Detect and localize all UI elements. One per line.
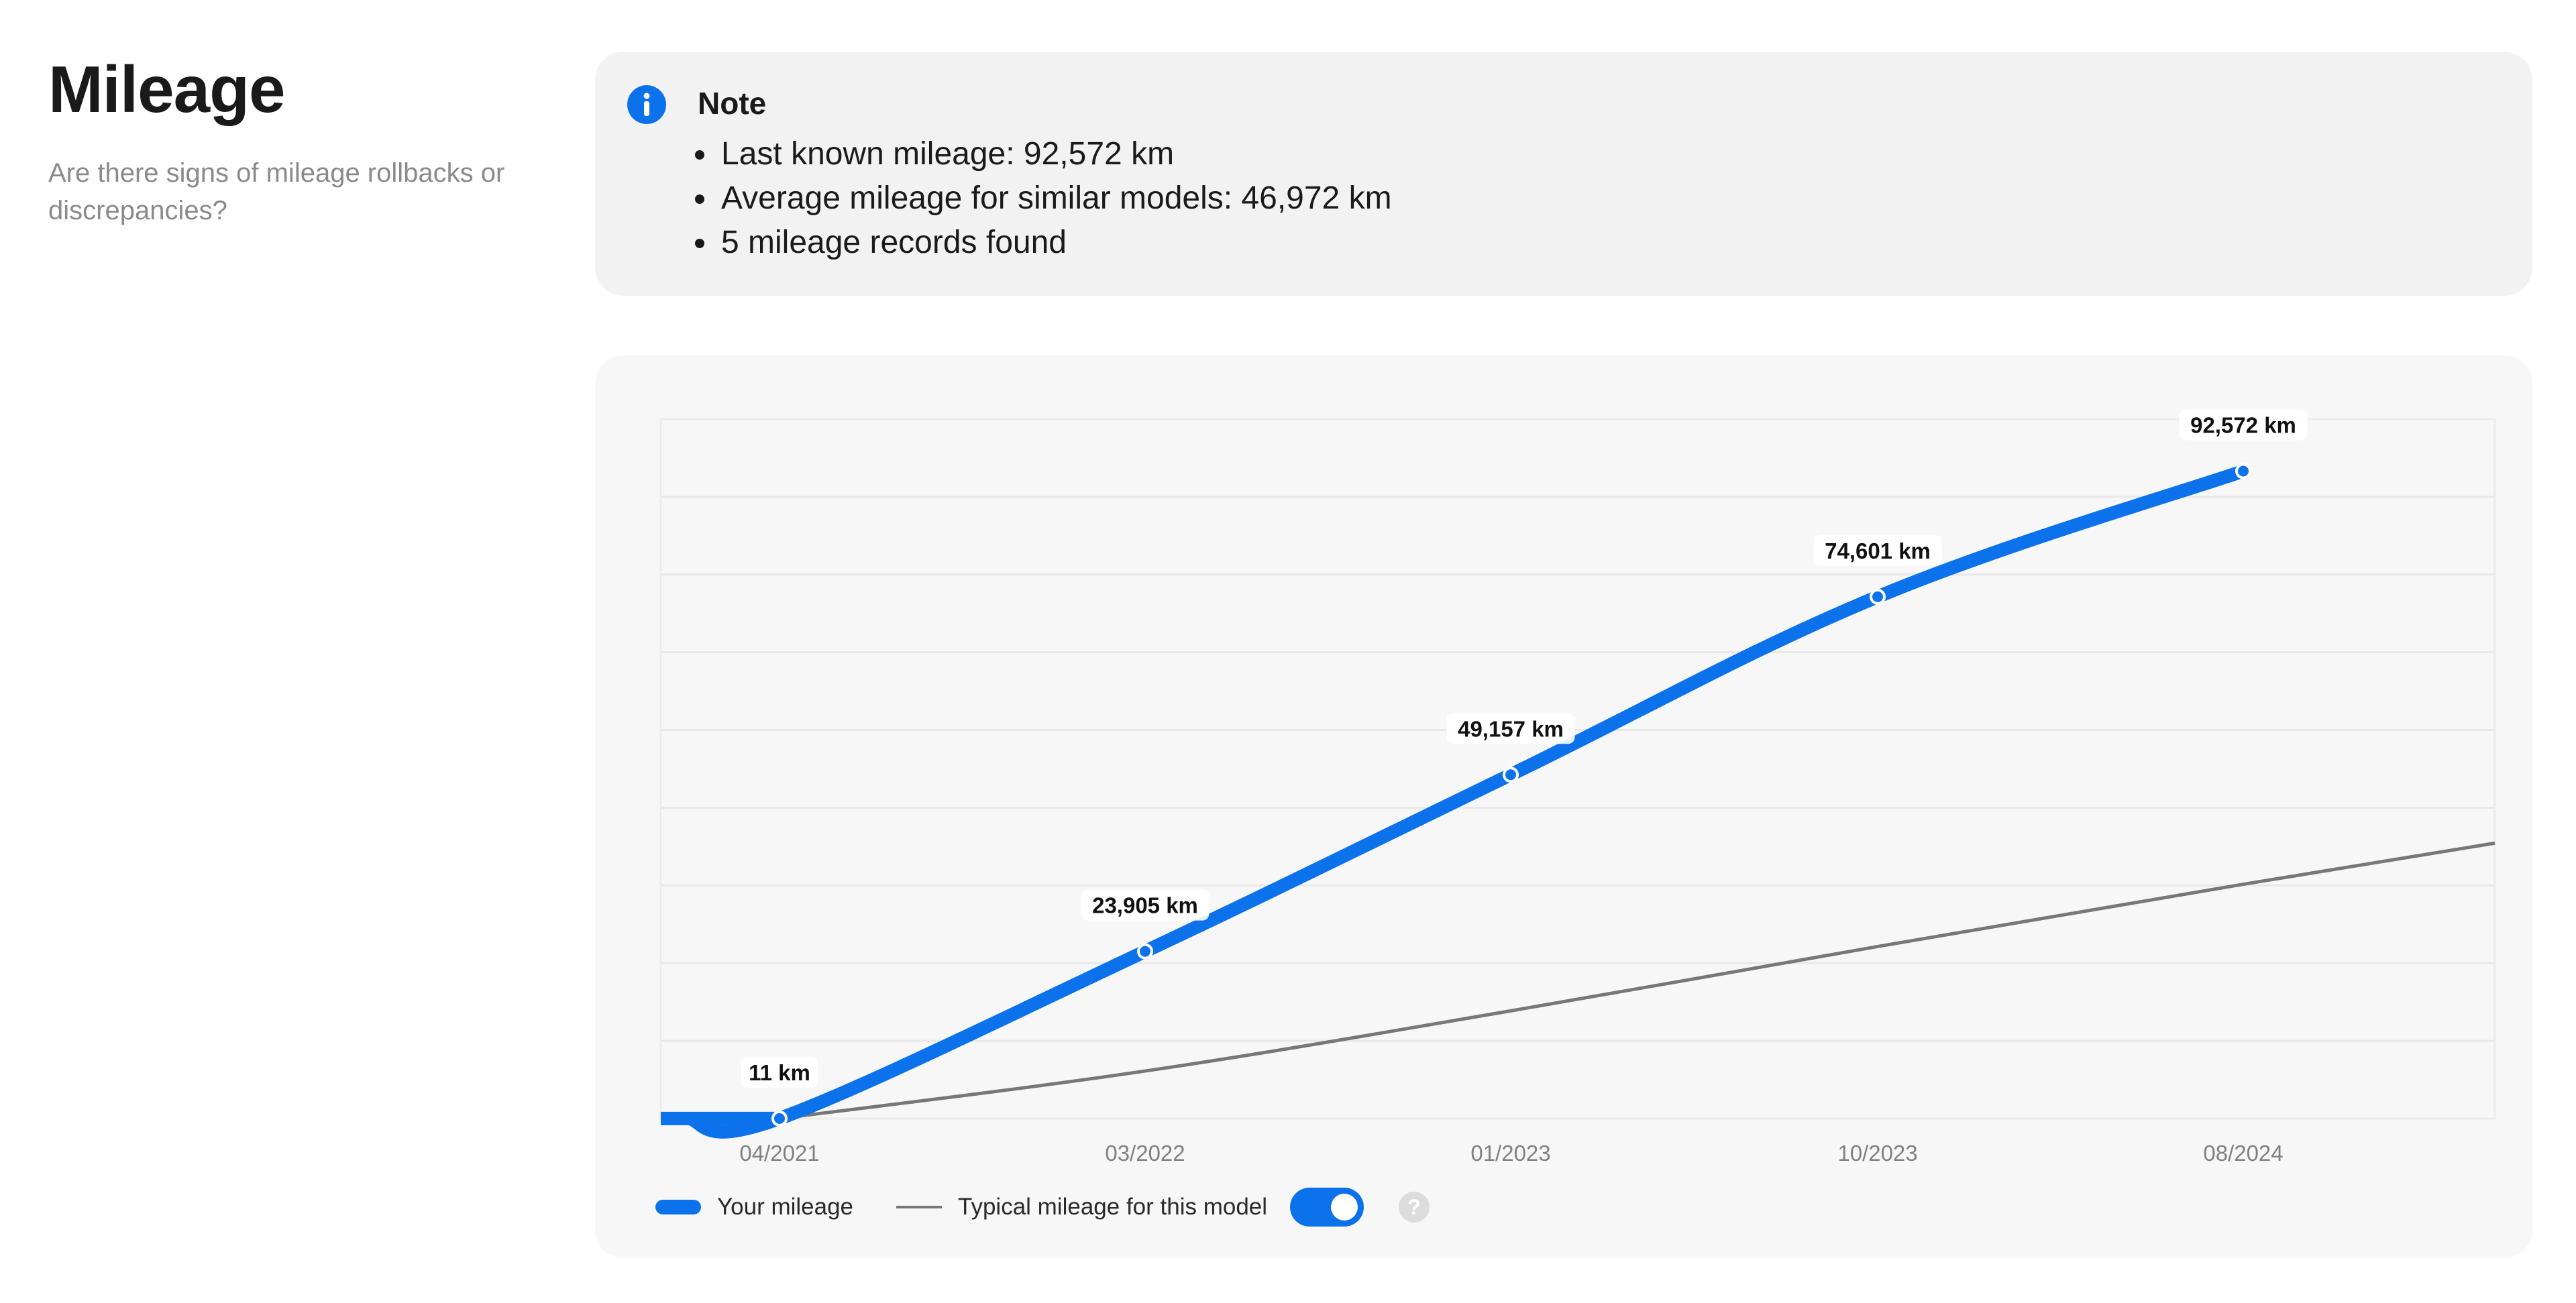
data-label: 11 km [749, 1060, 810, 1085]
legend-swatch-typical-mileage [896, 1206, 943, 1208]
legend-swatch-your-mileage [655, 1200, 701, 1214]
page-subtitle: Are there signs of mileage rollbacks or … [48, 158, 505, 225]
mileage-data-point[interactable] [1870, 588, 1886, 605]
note-item-records-found: 5 mileage records found [718, 221, 1392, 265]
data-label: 92,572 km [2190, 412, 2296, 437]
mileage-data-point[interactable] [771, 1110, 788, 1127]
legend-label-typical-mileage: Typical mileage for this model [958, 1194, 1268, 1220]
data-label-background [2179, 409, 2308, 441]
x-tick-label: 01/2023 [1470, 1141, 1550, 1166]
your-mileage-line [681, 464, 2250, 1139]
toggle-knob [1331, 1194, 1358, 1221]
x-tick-label: 10/2023 [1837, 1141, 1917, 1166]
data-label-background [1081, 889, 1210, 921]
info-icon [627, 85, 666, 124]
data-label-background [741, 1056, 818, 1088]
x-tick-label: 04/2021 [739, 1141, 819, 1166]
note-item-last-known-mileage: Last known mileage: 92,572 km [718, 132, 1392, 176]
data-label-background [1446, 713, 1575, 744]
page-title: Mileage [48, 52, 285, 126]
note-item-average-mileage: Average mileage for similar models: 46,9… [718, 176, 1392, 221]
note-card: Note Last known mileage: 92,572 km Avera… [595, 52, 2532, 296]
mileage-chart: 11 km 23,905 km 49,157 km 74,601 km 92,572 k… [659, 409, 2496, 1166]
x-tick-label: 03/2022 [1105, 1141, 1185, 1166]
plot-area-frame [659, 418, 2496, 1120]
x-tick-label: 08/2024 [2203, 1141, 2283, 1166]
mileage-data-point[interactable] [1137, 943, 1153, 960]
note-list: Last known mileage: 92,572 km Average mi… [665, 132, 1392, 265]
legend-label-your-mileage: Your mileage [717, 1194, 854, 1220]
header-section: Mileage Are there signs of mileage rollb… [48, 52, 558, 229]
mileage-chart-card: 11 km 23,905 km 49,157 km 74,601 km 92,572 k… [595, 355, 2532, 1258]
chart-legend: Your mileage Typical mileage for this mo… [655, 1184, 1430, 1231]
data-label: 23,905 km [1092, 893, 1198, 918]
mileage-data-point[interactable] [2235, 463, 2251, 479]
data-label-background [1813, 534, 1942, 566]
data-label: 49,157 km [1458, 716, 1564, 741]
typical-mileage-line [779, 841, 2496, 1121]
question-mark-icon[interactable]: ? [1399, 1192, 1430, 1223]
note-title: Note [698, 86, 767, 121]
mileage-data-point[interactable] [1503, 767, 1519, 783]
data-label: 74,601 km [1825, 539, 1931, 563]
typical-mileage-toggle[interactable] [1290, 1188, 1364, 1227]
